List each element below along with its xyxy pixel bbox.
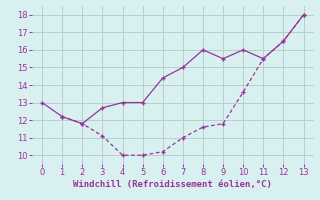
X-axis label: Windchill (Refroidissement éolien,°C): Windchill (Refroidissement éolien,°C) [73, 180, 272, 189]
